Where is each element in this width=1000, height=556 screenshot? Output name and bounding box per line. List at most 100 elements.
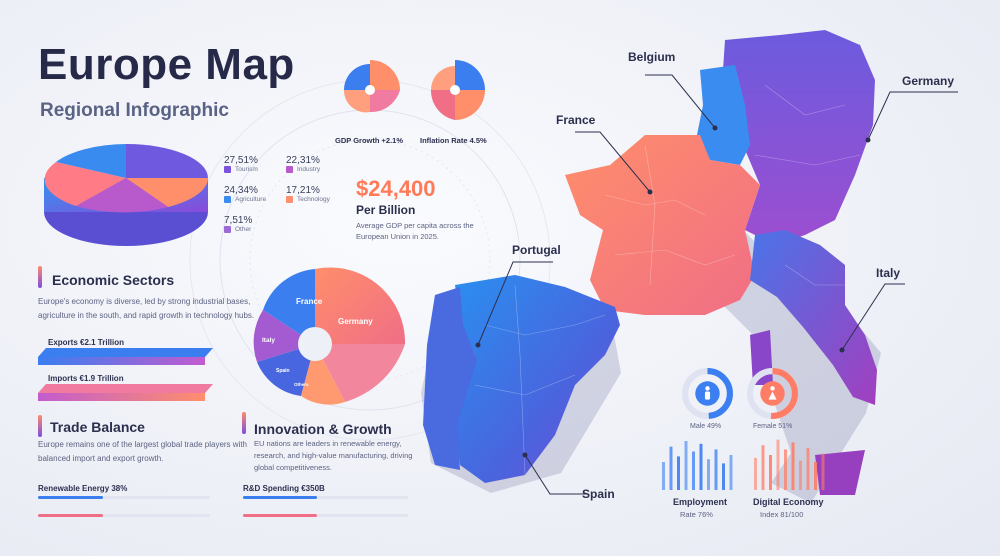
bar xyxy=(776,439,780,490)
bar xyxy=(699,443,703,490)
employment-sub: Rate 76% xyxy=(680,510,713,519)
sector-legend: 27,51% Tourism 22,31% Industry 24,34% Agricul… xyxy=(224,155,349,234)
legend-label: Technology xyxy=(297,196,330,204)
legend-item: 24,34% Agriculture xyxy=(224,185,286,203)
legend-swatch xyxy=(286,166,293,173)
legend-pct: 17,21% xyxy=(286,185,320,197)
economic-sectors-accent xyxy=(38,266,42,288)
pie-france xyxy=(263,269,315,344)
bar xyxy=(769,455,772,490)
legend-swatch xyxy=(286,196,293,204)
bar xyxy=(791,442,795,490)
callout-belgium: Belgium xyxy=(628,50,676,64)
bar xyxy=(806,448,810,490)
economic-sectors-body: Europe's economy is diverse, led by stro… xyxy=(38,297,255,320)
legend-pct: 7,51% xyxy=(224,215,253,227)
bar xyxy=(669,446,673,490)
bar xyxy=(714,449,718,490)
renewable-label: Renewable Energy 38% xyxy=(38,484,128,493)
map-sicily xyxy=(815,450,865,495)
digital-bars xyxy=(754,439,825,490)
female-label: Female 51% xyxy=(753,423,793,430)
pie-label-others: Others xyxy=(294,382,309,387)
headline-body: Average GDP per capita across the Europe… xyxy=(356,221,474,241)
pie-slice-tourism xyxy=(126,144,208,178)
legend-label: Other xyxy=(235,226,252,234)
bar xyxy=(707,459,710,490)
pie-slice-agriculture xyxy=(56,144,126,178)
legend-label-row: Other xyxy=(224,226,286,234)
rd-spending-label: R&D Spending €350B xyxy=(243,484,325,493)
page-title: Europe Map xyxy=(38,40,295,89)
bar xyxy=(799,460,802,490)
legend-label: Agriculture xyxy=(235,196,267,204)
imports-bar xyxy=(38,384,213,401)
imports-label: Imports €1.9 Trillion xyxy=(48,374,124,383)
trade-balance-body: Europe remains one of the largest global… xyxy=(38,440,248,463)
callout-france: France xyxy=(556,113,596,127)
exports-label: Exports €2.1 Trillion xyxy=(48,338,125,347)
male-label: Male 49% xyxy=(690,423,722,430)
legend-label-row: Technology xyxy=(286,196,348,203)
callout-italy: Italy xyxy=(876,266,901,280)
pie-germany xyxy=(315,267,406,344)
pie-label-italy: Italy xyxy=(262,337,275,344)
callout-portugal: Portugal xyxy=(512,243,561,257)
bar xyxy=(662,462,665,490)
digital-sub: Index 81/100 xyxy=(760,510,804,519)
country-radial-pie: France Germany Italy Spain Others xyxy=(253,267,406,405)
map-spain xyxy=(455,275,620,483)
map-france xyxy=(565,135,760,315)
renewable-fill xyxy=(38,496,104,499)
pie-slice-technology xyxy=(126,178,208,207)
pie-spain xyxy=(257,344,315,396)
rd-track xyxy=(243,496,408,499)
innovation-accent xyxy=(242,412,246,434)
legend-swatch xyxy=(224,226,231,234)
female-donut xyxy=(747,368,798,419)
employment-title: Employment xyxy=(673,497,728,507)
trade-balance-title: Trade Balance xyxy=(50,419,145,435)
legend-item: 7,51% Other xyxy=(224,215,286,234)
gdp-growth-label: GDP Growth +2.1% xyxy=(335,136,404,145)
male-icon xyxy=(705,386,710,391)
bar xyxy=(784,449,787,490)
legend-pct: 24,34% xyxy=(224,185,258,197)
male-donut xyxy=(682,368,733,419)
callout-germany: Germany xyxy=(902,74,955,88)
sector-3d-pie xyxy=(44,144,208,246)
inflation-chart xyxy=(430,60,485,120)
legend-pct: 22,31% xyxy=(286,155,320,166)
innovation-body: EU nations are leaders in renewable ener… xyxy=(254,439,413,472)
bar xyxy=(722,463,725,490)
legend-item: 27,51% Tourism xyxy=(224,155,286,173)
inflation-label: Inflation Rate 4.5% xyxy=(420,136,487,145)
legend-item: 17,21% Technology xyxy=(286,185,348,203)
pie-label-spain: Spain xyxy=(276,368,290,374)
legend-label: Industry xyxy=(297,166,321,174)
legend-label: Tourism xyxy=(235,166,258,174)
exports-bar xyxy=(38,348,213,365)
map-italy xyxy=(750,230,877,405)
pie-label-germany: Germany xyxy=(338,317,373,326)
map-portugal xyxy=(423,287,477,470)
legend-swatch xyxy=(224,166,231,173)
rd-track-2 xyxy=(243,514,408,517)
legend-item: 22,31% Industry xyxy=(286,155,348,173)
europe-map xyxy=(421,30,881,503)
bar xyxy=(729,455,733,490)
renewable-track xyxy=(38,496,210,499)
legend-label-row: Tourism xyxy=(224,166,286,173)
pie-slice-other xyxy=(44,162,126,206)
innovation-title: Innovation & Growth xyxy=(254,421,392,437)
economic-sectors-title: Economic Sectors xyxy=(52,272,175,288)
bar xyxy=(684,441,688,490)
bar xyxy=(814,462,817,490)
gdp-growth-chart xyxy=(343,60,400,113)
employment-bars xyxy=(662,441,733,490)
legend-swatch xyxy=(224,196,231,204)
page-subtitle: Regional Infographic xyxy=(40,100,229,121)
headline-value: $24,400 xyxy=(356,176,436,201)
headline-unit: Per Billion xyxy=(356,203,416,217)
